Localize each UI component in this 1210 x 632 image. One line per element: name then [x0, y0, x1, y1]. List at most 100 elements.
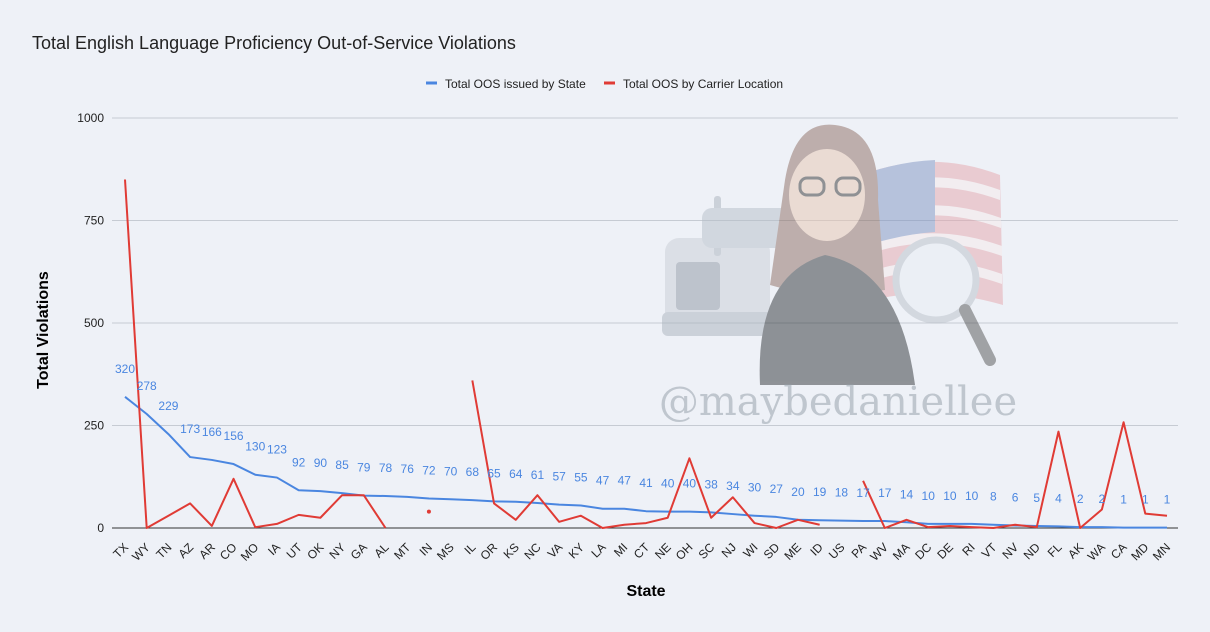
- x-tick-label-md: MD: [1128, 540, 1151, 563]
- data-label-wy: 278: [137, 379, 157, 393]
- x-axis-title: State: [626, 583, 665, 600]
- x-tick-label-sc: SC: [696, 540, 718, 562]
- data-label-ms: 70: [444, 464, 458, 478]
- x-tick-label-id: ID: [807, 540, 826, 559]
- x-tick-label-ct: CT: [631, 540, 653, 562]
- data-label-ma: 14: [900, 487, 914, 501]
- series-lines: [124, 179, 1168, 529]
- y-tick-label: 250: [84, 419, 104, 433]
- x-tick-label-ma: MA: [890, 540, 913, 563]
- x-tick-label-or: OR: [478, 540, 501, 563]
- x-tick-label-ar: AR: [196, 540, 218, 562]
- data-label-sc: 38: [704, 477, 718, 491]
- data-label-va: 57: [552, 470, 566, 484]
- x-tick-label-nd: ND: [1021, 540, 1043, 562]
- x-tick-label-il: IL: [461, 540, 478, 557]
- x-tick-label-oh: OH: [673, 540, 696, 563]
- x-tick-label-wi: WI: [740, 540, 760, 560]
- x-tick-label-ms: MS: [434, 540, 457, 563]
- data-label-mo: 130: [245, 440, 265, 454]
- x-tick-label-nv: NV: [999, 540, 1021, 562]
- data-label-or: 65: [487, 466, 501, 480]
- data-label-ut: 92: [292, 455, 306, 469]
- series-0-line-segment-0: [124, 396, 1167, 529]
- data-label-al: 78: [379, 461, 393, 475]
- x-tick-label-dc: DC: [912, 540, 934, 562]
- data-label-ok: 90: [314, 456, 328, 470]
- x-tick-label-wv: WV: [867, 540, 891, 564]
- data-label-fl: 4: [1055, 491, 1062, 505]
- x-tick-label-nj: NJ: [719, 540, 739, 560]
- y-tick-labels: 0 250 500 750 1000: [77, 111, 104, 535]
- x-tick-label-wy: WY: [129, 540, 153, 564]
- x-tick-label-ga: GA: [348, 540, 370, 562]
- x-tick-label-ne: NE: [652, 540, 674, 562]
- x-tick-label-vt: VT: [979, 540, 1000, 561]
- x-tick-label-pa: PA: [849, 540, 870, 561]
- x-tick-label-ak: AK: [1065, 540, 1086, 561]
- series-1-line-segment-0: [124, 179, 387, 529]
- data-label-oh: 40: [683, 477, 697, 491]
- woman-truck-flag-illustration: [662, 124, 1003, 385]
- y-axis-title: Total Violations: [35, 271, 52, 389]
- x-tick-label-mi: MI: [611, 540, 630, 559]
- data-label-wa: 2: [1099, 492, 1106, 506]
- x-tick-label-nc: NC: [521, 540, 543, 562]
- x-tick-label-ca: CA: [1108, 540, 1130, 562]
- data-label-ri: 10: [965, 489, 979, 503]
- x-tick-label-in: IN: [417, 540, 435, 558]
- x-tick-label-ri: RI: [959, 540, 977, 558]
- chart-title: Total English Language Proficiency Out-o…: [32, 33, 516, 53]
- x-tick-label-me: ME: [781, 540, 804, 563]
- data-label-ct: 41: [639, 476, 653, 490]
- data-label-dc: 10: [922, 489, 936, 503]
- x-tick-label-co: CO: [217, 540, 240, 563]
- data-label-md: 1: [1142, 493, 1149, 507]
- magnifier-icon: [892, 236, 996, 366]
- y-tick-label: 500: [84, 316, 104, 330]
- x-tick-label-de: DE: [934, 540, 956, 562]
- x-tick-label-mo: MO: [238, 540, 262, 564]
- data-label-nj: 34: [726, 479, 740, 493]
- x-tick-label-mt: MT: [391, 540, 414, 563]
- y-tick-label: 0: [97, 521, 104, 535]
- data-label-mi: 47: [618, 474, 632, 488]
- data-label-mt: 76: [401, 462, 415, 476]
- legend-label-state: Total OOS issued by State: [445, 77, 586, 91]
- data-label-tn: 229: [158, 399, 178, 413]
- x-tick-label-va: VA: [545, 540, 566, 561]
- data-label-us: 18: [835, 486, 849, 500]
- legend-label-carrier: Total OOS by Carrier Location: [623, 77, 783, 91]
- x-tick-label-la: LA: [588, 540, 608, 560]
- data-label-id: 19: [813, 485, 827, 499]
- data-label-ky: 55: [574, 470, 588, 484]
- x-tick-label-us: US: [826, 540, 848, 562]
- x-tick-label-tx: TX: [110, 540, 131, 561]
- series-1-point: [426, 509, 431, 514]
- data-label-nd: 5: [1033, 491, 1040, 505]
- data-label-vt: 8: [990, 490, 997, 504]
- data-label-ak: 2: [1077, 492, 1084, 506]
- data-label-in: 72: [422, 463, 436, 477]
- legend: Total OOS issued by State Total OOS by C…: [426, 77, 783, 91]
- data-label-ks: 64: [509, 467, 523, 481]
- x-tick-label-sd: SD: [761, 540, 783, 562]
- data-label-wi: 30: [748, 481, 762, 495]
- data-label-pa: 17: [856, 486, 870, 500]
- data-label-nv: 6: [1012, 491, 1019, 505]
- y-tick-label: 1000: [77, 111, 104, 125]
- x-tick-label-az: AZ: [175, 540, 196, 561]
- data-label-co: 156: [224, 429, 244, 443]
- series-1-line-segment-2: [471, 380, 820, 529]
- x-tick-label-mn: MN: [1150, 540, 1173, 563]
- data-label-tx: 320: [115, 362, 135, 376]
- woman-icon: [759, 124, 915, 385]
- x-tick-label-ky: KY: [566, 540, 587, 561]
- x-tick-label-ia: IA: [265, 540, 283, 558]
- watermark-text: @maybedaniellee: [659, 379, 1017, 425]
- data-label-wv: 17: [878, 486, 892, 500]
- data-label-sd: 27: [770, 482, 784, 496]
- series-1-line-segment-3: [862, 421, 1168, 529]
- data-label-mn: 1: [1164, 493, 1171, 507]
- x-tick-label-ks: KS: [501, 540, 522, 561]
